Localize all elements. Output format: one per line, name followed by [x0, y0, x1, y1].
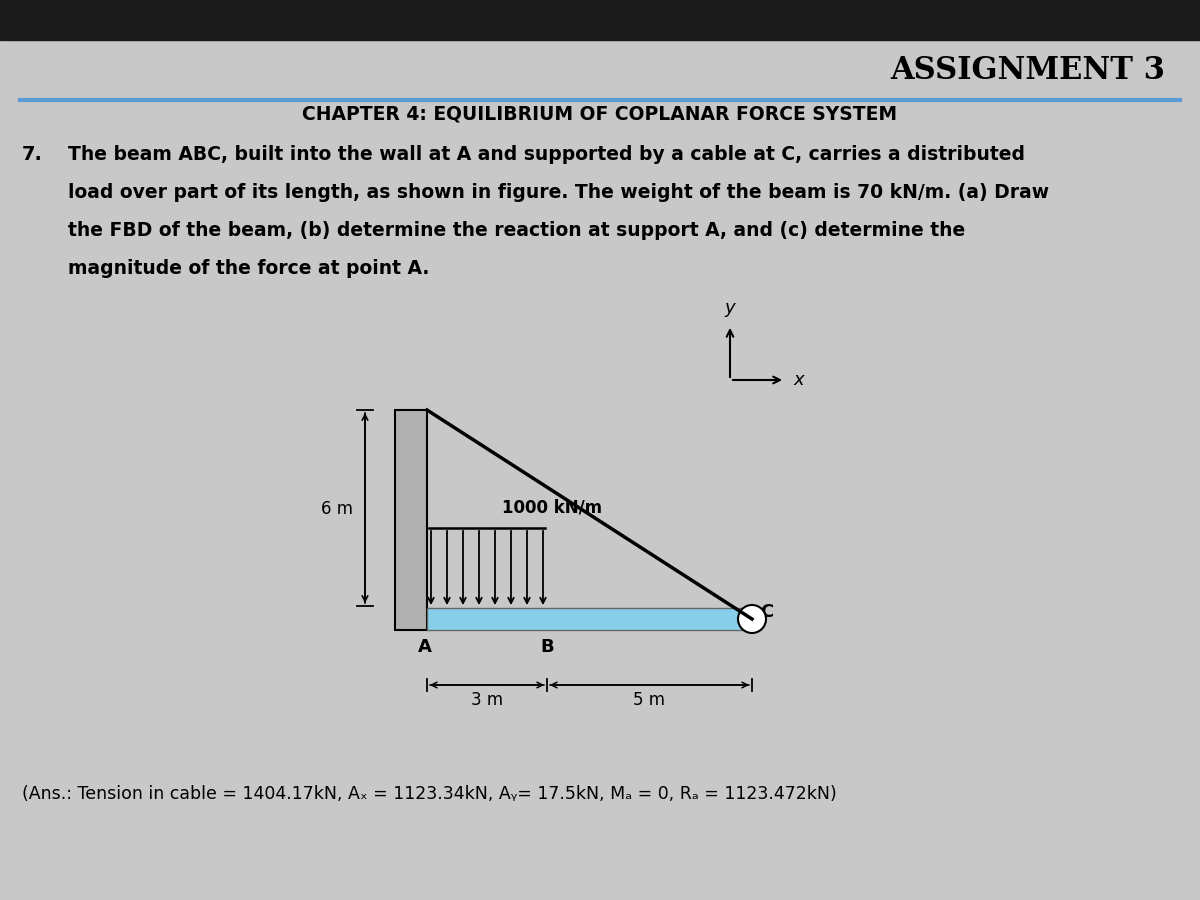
Text: C: C	[760, 603, 773, 621]
Text: 3 m: 3 m	[470, 691, 503, 709]
Text: ASSIGNMENT 3: ASSIGNMENT 3	[890, 55, 1165, 86]
Text: load over part of its length, as shown in figure. The weight of the beam is 70 k: load over part of its length, as shown i…	[68, 183, 1049, 202]
Text: magnitude of the force at point A.: magnitude of the force at point A.	[68, 259, 430, 278]
Text: A: A	[418, 638, 432, 656]
Bar	[427, 608, 752, 630]
Text: B: B	[540, 638, 554, 656]
Circle shape	[738, 605, 766, 633]
Text: CHAPTER 4: EQUILIBRIUM OF COPLANAR FORCE SYSTEM: CHAPTER 4: EQUILIBRIUM OF COPLANAR FORCE…	[302, 105, 898, 124]
Text: the FBD of the beam, (b) determine the reaction at support A, and (c) determine : the FBD of the beam, (b) determine the r…	[68, 221, 965, 240]
Text: 7.: 7.	[22, 145, 43, 164]
Text: (Ans.: Tension in cable = 1404.17kN, Aₓ = 1123.34kN, Aᵧ= 17.5kN, Mₐ = 0, Rₐ = 11: (Ans.: Tension in cable = 1404.17kN, Aₓ …	[22, 785, 836, 803]
Text: x: x	[793, 371, 804, 389]
Text: 1000 kN/m: 1000 kN/m	[502, 498, 602, 516]
Bar	[0, 0, 1200, 40]
Text: The beam ABC, built into the wall at A and supported by a cable at C, carries a : The beam ABC, built into the wall at A a…	[68, 145, 1025, 164]
Bar	[395, 410, 427, 630]
Text: y: y	[725, 299, 736, 317]
Text: 6 m: 6 m	[322, 500, 353, 518]
Text: 5 m: 5 m	[634, 691, 665, 709]
